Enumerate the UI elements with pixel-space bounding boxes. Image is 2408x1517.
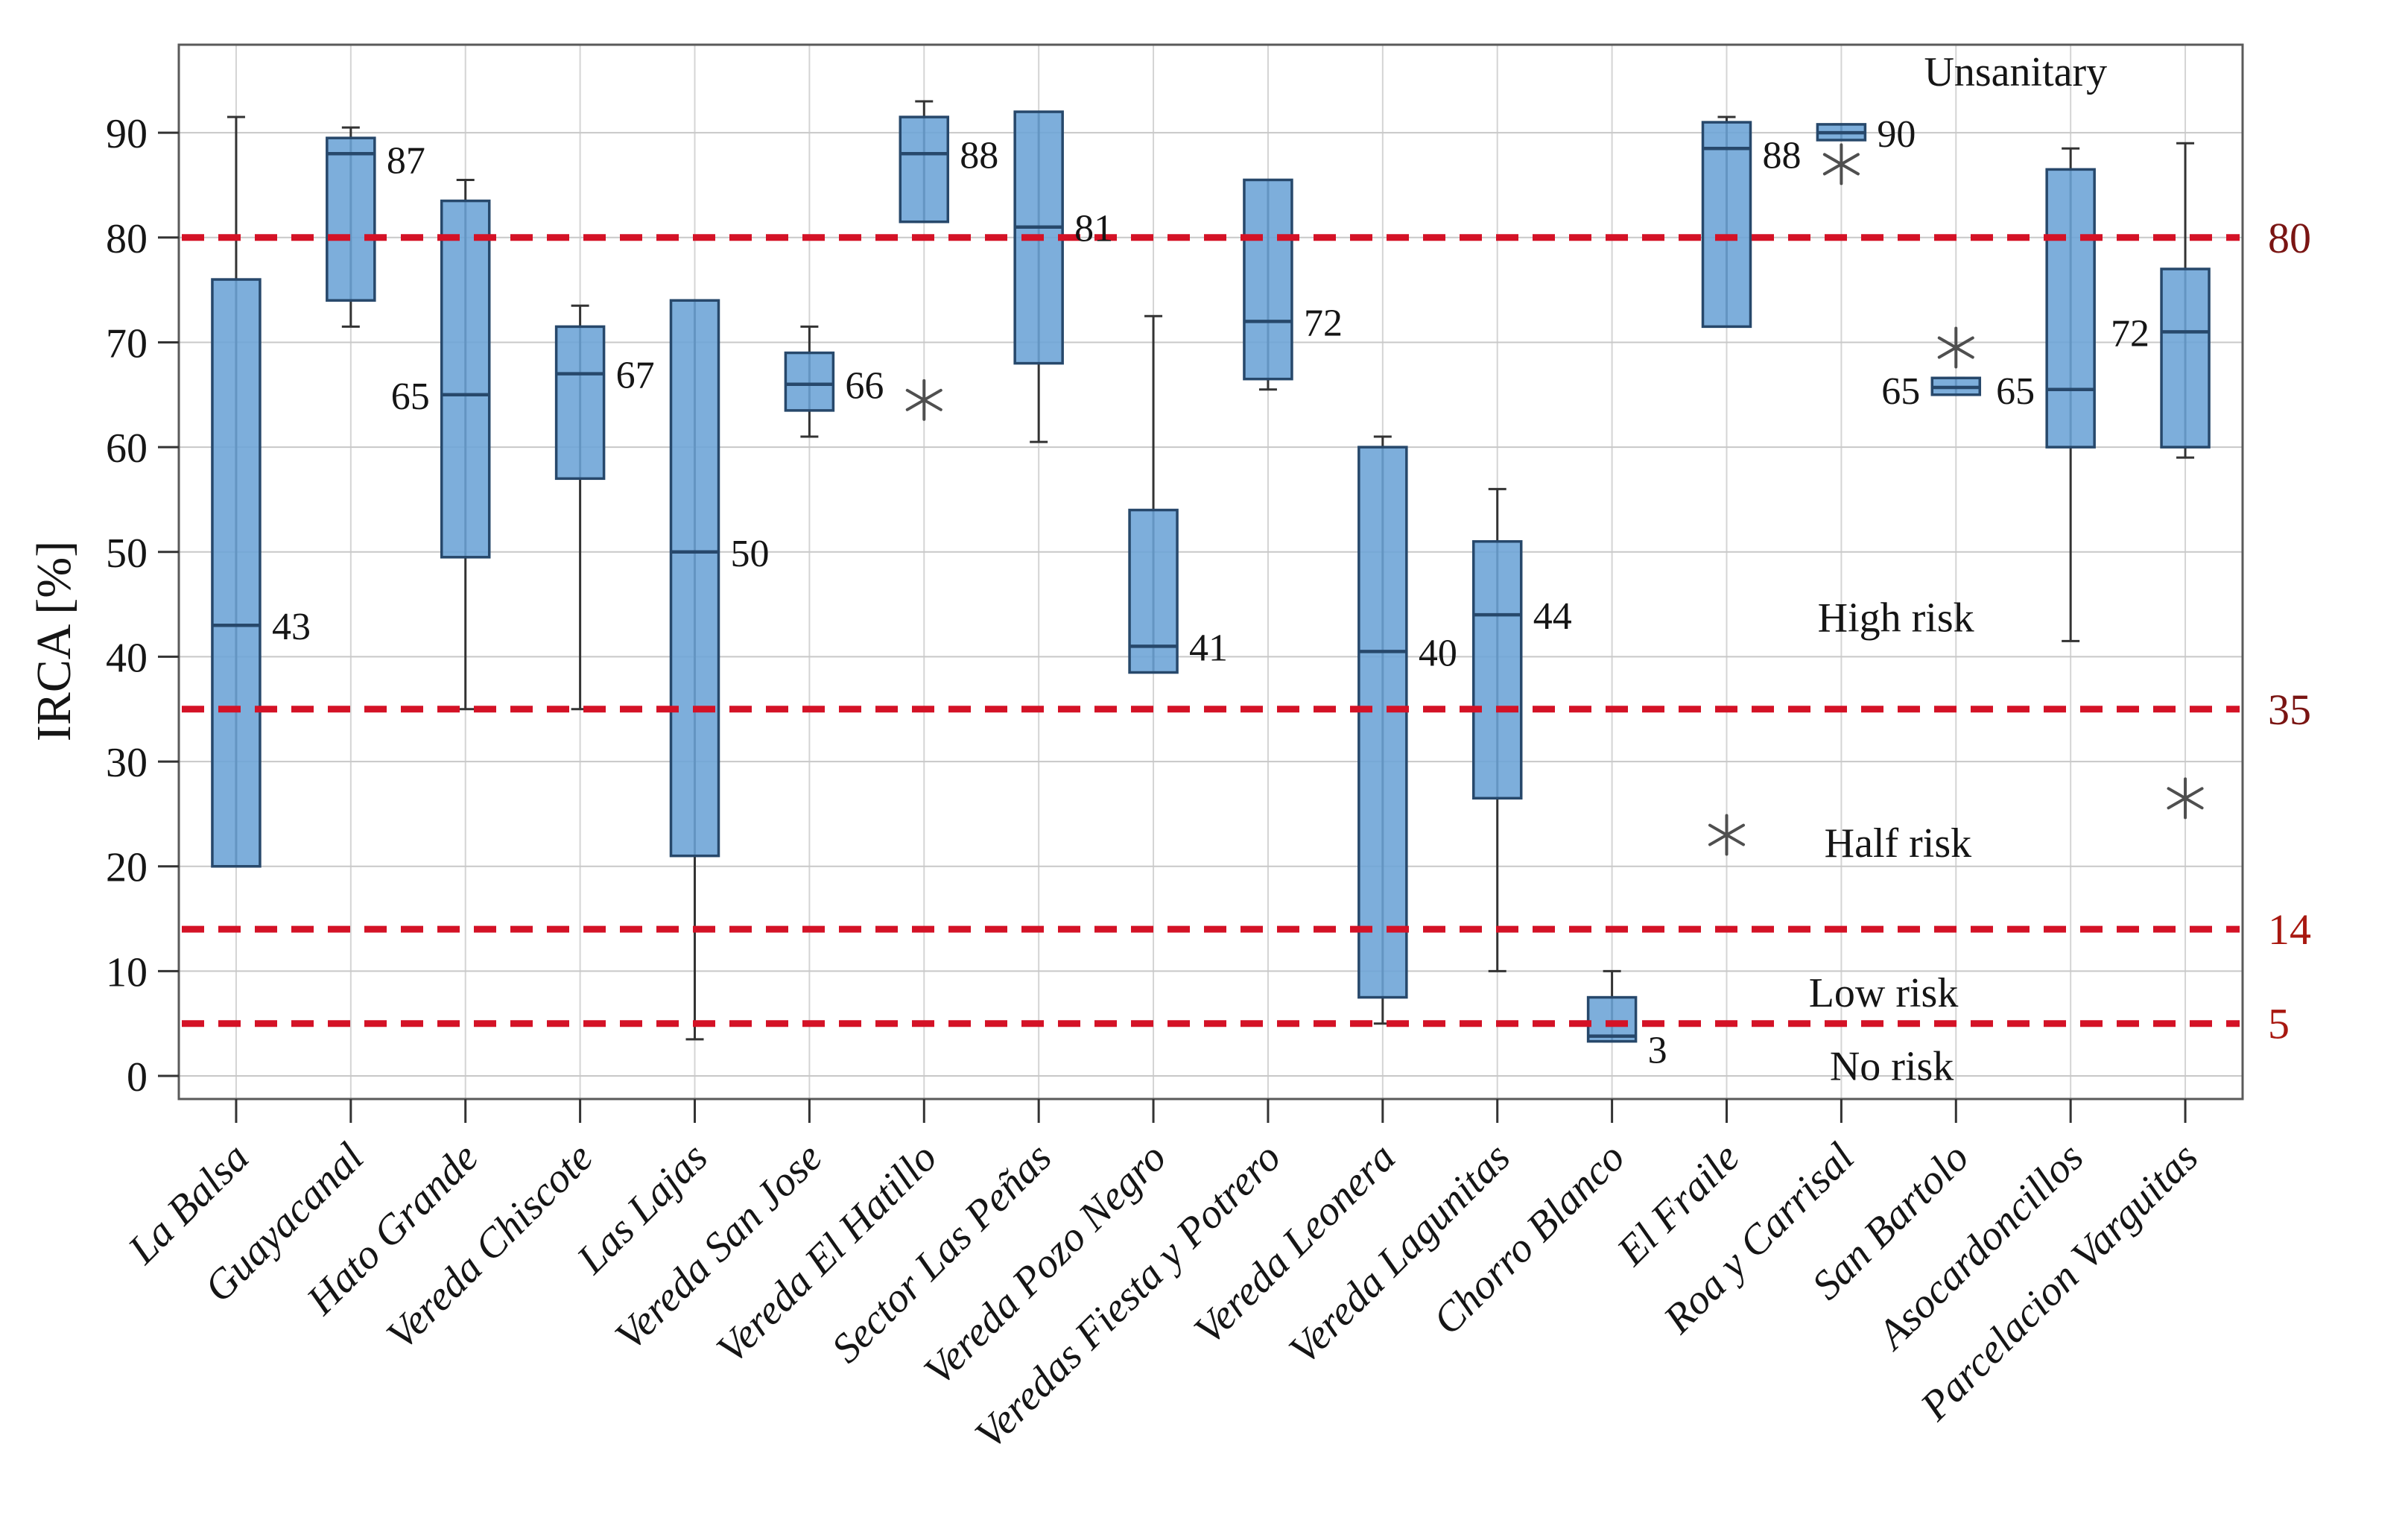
box-value-label: 81: [1074, 208, 1113, 250]
y-tick-label: 20: [106, 845, 148, 891]
y-tick-label: 10: [106, 949, 148, 995]
box-value-label: 87: [387, 139, 425, 182]
boxplot-box: [211, 278, 262, 868]
box-value-label: 72: [2111, 312, 2149, 355]
outlier-marker-icon: [1822, 153, 1860, 176]
y-tick-label: 90: [106, 111, 148, 157]
y-tick-label: 30: [106, 740, 148, 786]
threshold-value-label: 35: [2268, 685, 2311, 734]
box-value-label: 65: [1996, 370, 2035, 413]
boxplot-box: [2045, 168, 2096, 449]
outlier-marker-icon: [905, 388, 942, 411]
y-tick-label: 80: [106, 216, 148, 262]
outlier-marker-icon: [1708, 823, 1746, 846]
box-value-label: 41: [1189, 627, 1228, 669]
boxplot-box: [1128, 508, 1179, 674]
plot-border: [177, 43, 2244, 1100]
boxplot-box: [1357, 446, 1408, 999]
risk-zone-label: Half risk: [1825, 820, 1972, 867]
y-tick-label: 50: [106, 531, 148, 577]
threshold-value-label: 5: [2268, 1000, 2290, 1048]
boxplot-box: [1586, 995, 1638, 1043]
boxplot-box: [669, 299, 720, 858]
box-value-label: 66: [845, 365, 884, 408]
boxplot-box: [899, 115, 950, 224]
risk-zone-label: Unsanitary: [1924, 49, 2107, 95]
box-value-label: 67: [616, 355, 655, 397]
boxplot-box: [784, 351, 835, 412]
box-value-label: 65: [1881, 370, 1920, 413]
box-value-label: 50: [731, 533, 770, 575]
y-tick-label: 40: [106, 635, 148, 681]
boxplot-box: [326, 136, 376, 302]
outlier-marker-icon: [2167, 787, 2204, 810]
threshold-value-label: 14: [2268, 905, 2311, 954]
box-value-label: 3: [1648, 1029, 1667, 1071]
box-value-label: 65: [391, 376, 430, 418]
y-tick-label: 70: [106, 320, 148, 367]
boxplot-box: [440, 199, 491, 559]
box-value-label: 44: [1533, 595, 1572, 638]
box-value-label: 88: [1763, 134, 1802, 177]
boxplot-box: [554, 325, 606, 481]
y-axis-title: IRCA [%]: [27, 541, 81, 741]
y-tick-label: 0: [127, 1054, 148, 1100]
risk-zone-label: Low risk: [1809, 970, 1959, 1016]
risk-zone-label: No risk: [1830, 1044, 1954, 1090]
box-value-label: 43: [272, 606, 311, 648]
boxplot-box: [2160, 267, 2211, 449]
box-value-label: 88: [960, 134, 998, 177]
boxplot-box: [1243, 178, 1293, 381]
box-value-label: 40: [1419, 632, 1457, 674]
boxplot-box: [1701, 121, 1752, 329]
plot-area: [179, 45, 2243, 1099]
box-value-label: 72: [1304, 302, 1343, 344]
y-tick-label: 60: [106, 425, 148, 472]
threshold-value-label: 80: [2268, 214, 2311, 262]
box-value-label: 90: [1877, 113, 1916, 156]
outlier-marker-icon: [1937, 336, 1974, 359]
risk-zone-label: High risk: [1818, 595, 1974, 642]
boxplot-box: [1471, 539, 1523, 800]
